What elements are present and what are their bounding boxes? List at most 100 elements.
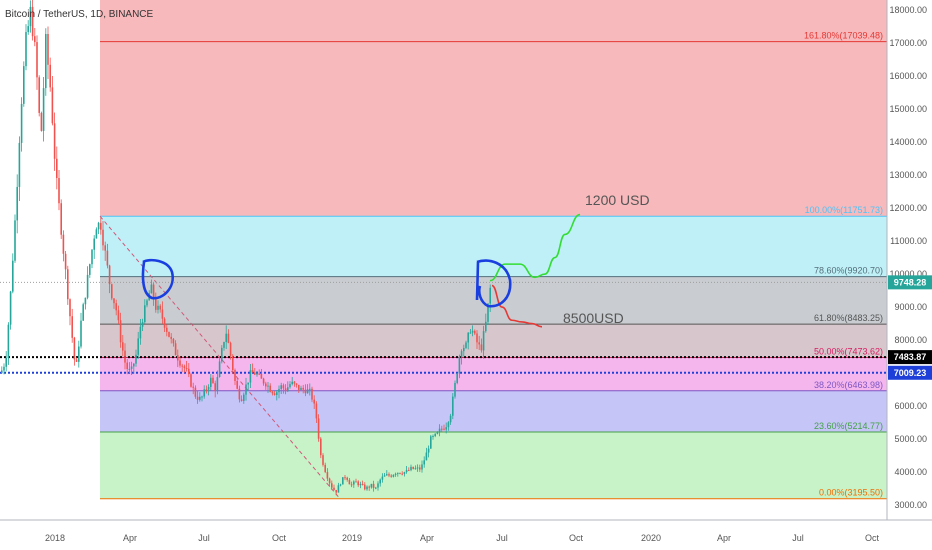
candle-body xyxy=(163,318,166,328)
candle-body xyxy=(139,326,142,339)
candle-body xyxy=(185,367,188,369)
y-tick-label: 11000.00 xyxy=(890,236,927,246)
candle-body xyxy=(416,467,419,469)
fib-trend-line xyxy=(0,215,887,500)
candle-body xyxy=(137,338,139,355)
candle-body xyxy=(278,388,280,393)
candle-body xyxy=(419,467,421,470)
price-tag-bg-0 xyxy=(888,275,932,290)
candle-body xyxy=(20,103,23,143)
annotation-0: 1200 USD xyxy=(585,192,650,208)
candle-body xyxy=(361,483,364,485)
candle-body xyxy=(240,399,243,401)
candle-body xyxy=(386,474,388,476)
candle-body xyxy=(454,382,456,397)
candle-body xyxy=(317,418,320,439)
y-tick-label: 16000.00 xyxy=(889,71,927,81)
candle-body xyxy=(245,384,247,395)
candle-body xyxy=(405,470,408,473)
candle-body xyxy=(152,284,155,300)
chart-title: Bitcoin / TetherUS, 1D, BINANCE xyxy=(5,9,154,20)
candle-body xyxy=(25,32,27,67)
candle-body xyxy=(69,299,71,317)
candle-body xyxy=(16,186,18,221)
candle-body xyxy=(458,356,461,374)
candle-body xyxy=(36,42,38,78)
candle-body xyxy=(223,342,225,348)
candle-body xyxy=(232,355,234,371)
candle-body xyxy=(271,391,274,394)
candle-body xyxy=(320,438,322,456)
fib-zone-6 xyxy=(100,432,887,499)
time-axis[interactable]: 2018 Apr Jul Oct 2019 Apr Jul Oct 2020 Apr Jul Oct xyxy=(0,519,932,550)
candle-body xyxy=(179,360,181,366)
candle-body xyxy=(436,431,439,434)
candle-body xyxy=(47,33,49,65)
candle-body xyxy=(421,464,423,470)
candle-body xyxy=(126,362,128,370)
y-tick-label: 17000.00 xyxy=(889,38,927,48)
candle-body xyxy=(447,422,450,428)
candle-body xyxy=(51,87,54,124)
candle-body xyxy=(377,483,379,488)
candle-body xyxy=(58,178,60,204)
fib-label-1: 100.00%(11751.73) xyxy=(805,205,883,215)
candle-body xyxy=(91,249,93,265)
price-axis[interactable]: 3000.004000.005000.006000.007000.008000.… xyxy=(886,0,932,520)
candle-body xyxy=(104,245,106,251)
candle-body xyxy=(346,477,348,480)
candle-body xyxy=(342,477,344,485)
candle-body xyxy=(302,387,304,390)
candle-body xyxy=(247,382,249,385)
candle-body xyxy=(150,284,153,294)
candle-body xyxy=(181,365,183,367)
candle-body xyxy=(71,316,73,338)
candle-body xyxy=(159,305,161,310)
candle-body xyxy=(144,305,146,323)
candle-body xyxy=(3,366,5,371)
candle-body xyxy=(5,358,7,367)
annotations: 1200 USD 8500USD xyxy=(563,192,650,326)
candle-body xyxy=(53,123,56,159)
candle-body xyxy=(372,483,375,488)
candle-body xyxy=(73,337,76,360)
fib-label-5: 38.20%(6463.98) xyxy=(814,380,883,390)
candle-body xyxy=(392,474,395,477)
x-tick-label: Jul xyxy=(496,533,508,543)
candle-body xyxy=(238,388,241,400)
candle-body xyxy=(124,350,126,363)
candle-body xyxy=(485,321,487,332)
y-tick-label: 18000.00 xyxy=(889,5,927,15)
x-tick-label: Apr xyxy=(123,533,137,543)
fib-label-3: 61.80%(8483.25) xyxy=(814,313,883,323)
candle-body xyxy=(113,298,115,304)
candle-body xyxy=(309,388,311,390)
x-tick-label: 2019 xyxy=(342,533,362,543)
candle-body xyxy=(313,399,315,404)
candle-body xyxy=(328,478,331,484)
candle-body xyxy=(408,470,410,472)
candle-body xyxy=(348,479,351,485)
fib-zone-4 xyxy=(100,357,887,391)
candle-body xyxy=(75,359,78,362)
highlight-circle-right xyxy=(475,259,512,308)
candle-body xyxy=(122,342,124,351)
fib-zone-0 xyxy=(100,0,887,217)
fib-zones xyxy=(100,0,887,499)
candle-body xyxy=(111,284,113,299)
candle-body xyxy=(487,303,489,322)
candle-body xyxy=(269,385,271,392)
candle-body xyxy=(364,484,366,490)
candle-body xyxy=(267,385,269,387)
candle-body xyxy=(216,377,219,392)
candle-body xyxy=(390,475,392,477)
candle-body xyxy=(84,297,87,305)
candle-body xyxy=(399,472,401,474)
x-tick-label: Jul xyxy=(792,533,804,543)
candle-body xyxy=(218,361,221,378)
candle-body xyxy=(199,396,201,400)
candle-body xyxy=(225,333,227,343)
fib-level-labels: 161.80%(17039.48) 100.00%(11751.73) 78.60%… xyxy=(804,31,883,498)
candle-body xyxy=(82,304,84,321)
